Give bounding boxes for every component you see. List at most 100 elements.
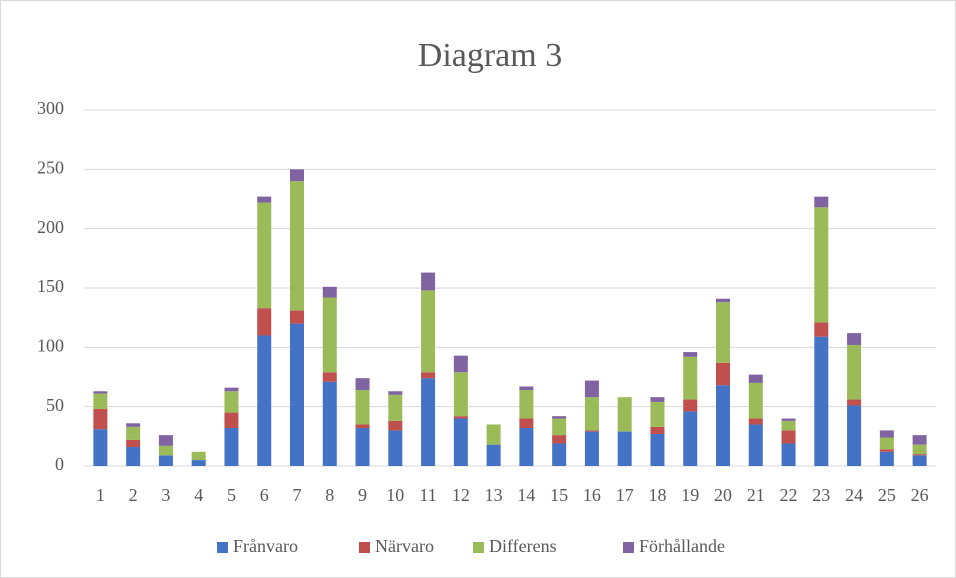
bar-segment xyxy=(290,310,304,324)
bar-segment xyxy=(93,393,108,410)
x-tick-label: 13 xyxy=(485,485,503,505)
bar-segment xyxy=(290,169,304,182)
bar-segment xyxy=(584,380,599,398)
y-tick-label: 200 xyxy=(37,217,64,237)
bar-segment xyxy=(290,181,304,311)
bar-segment xyxy=(421,372,436,379)
legend-swatch xyxy=(623,542,634,553)
bar-segment xyxy=(355,424,370,429)
bar-segment xyxy=(453,416,468,419)
bar-segment xyxy=(453,372,468,417)
bar-segment xyxy=(650,401,665,427)
bar-segment xyxy=(814,196,829,208)
x-tick-label: 10 xyxy=(386,485,404,505)
bar-segment xyxy=(224,391,239,413)
legend-label: Förhållande xyxy=(639,536,725,556)
x-tick-label: 3 xyxy=(161,485,170,505)
bar-segment xyxy=(847,399,862,406)
bar-segment xyxy=(814,322,829,337)
x-tick-label: 5 xyxy=(227,485,236,505)
bar-segment xyxy=(847,405,862,466)
legend-label: Frånvaro xyxy=(233,536,298,556)
bar-segment xyxy=(158,445,173,456)
x-tick-label: 25 xyxy=(878,485,896,505)
bar-segment xyxy=(748,374,763,383)
x-tick-label: 12 xyxy=(452,485,470,505)
x-tick-label: 21 xyxy=(747,485,765,505)
bar-segment xyxy=(781,430,796,444)
bar-segment xyxy=(355,390,370,425)
bar-segment xyxy=(650,426,665,434)
bar-segment xyxy=(584,397,599,431)
bar-segment xyxy=(879,437,894,450)
bar-segment xyxy=(421,378,436,466)
bar-segment xyxy=(322,297,337,373)
bar-segment xyxy=(486,424,501,445)
bar-segment xyxy=(257,196,272,203)
bar-segment xyxy=(716,298,730,303)
y-tick-label: 0 xyxy=(55,454,64,474)
x-tick-label: 9 xyxy=(358,485,367,505)
y-tick-label: 250 xyxy=(37,157,64,177)
x-tick-label: 17 xyxy=(616,485,634,505)
bar-segment xyxy=(126,423,141,427)
bar-segment xyxy=(257,335,272,466)
bar-segment xyxy=(486,444,501,466)
bar-segment xyxy=(781,420,796,431)
y-tick-label: 300 xyxy=(37,98,64,118)
bar-segment xyxy=(453,355,468,373)
x-tick-label: 22 xyxy=(780,485,798,505)
bar-segment xyxy=(584,431,599,466)
bar-segment xyxy=(552,416,567,419)
bar-segment xyxy=(257,202,272,309)
bar-segment xyxy=(879,430,894,438)
bar-segment xyxy=(421,290,436,373)
bar-segment xyxy=(519,390,534,419)
x-tick-label: 16 xyxy=(583,485,601,505)
bar-segment xyxy=(683,352,698,357)
bar-segment xyxy=(126,426,141,440)
bar-segment xyxy=(683,411,698,466)
bar-segment xyxy=(847,344,862,400)
bar-segment xyxy=(650,433,665,466)
bar-segment xyxy=(781,418,796,421)
x-tick-label: 1 xyxy=(96,485,105,505)
x-tick-label: 26 xyxy=(911,485,929,505)
legend-swatch xyxy=(217,542,228,553)
legend-swatch xyxy=(359,542,370,553)
bar-segment xyxy=(191,460,206,466)
bar-segment xyxy=(650,397,665,402)
bar-segment xyxy=(847,333,862,345)
bar-segment xyxy=(814,207,829,323)
bar-segment xyxy=(158,455,173,466)
x-tick-label: 19 xyxy=(681,485,699,505)
bar-segment xyxy=(322,372,337,382)
chart-title: Diagram 3 xyxy=(418,37,562,74)
bar-segment xyxy=(126,447,141,466)
y-tick-label: 50 xyxy=(46,395,64,415)
x-tick-label: 20 xyxy=(714,485,732,505)
bar-segment xyxy=(879,449,894,452)
x-tick-label: 6 xyxy=(260,485,269,505)
bar-segment xyxy=(748,424,763,466)
x-tick-label: 23 xyxy=(812,485,830,505)
bar-segment xyxy=(191,451,206,461)
bar-segment xyxy=(93,429,108,466)
bar-segment xyxy=(93,391,108,394)
x-tick-label: 4 xyxy=(194,485,203,505)
bar-segment xyxy=(355,378,370,391)
x-tick-label: 11 xyxy=(419,485,436,505)
bar-segment xyxy=(519,428,534,466)
bar-segment xyxy=(224,412,239,429)
y-tick-label: 150 xyxy=(37,276,64,296)
x-tick-label: 14 xyxy=(517,485,535,505)
x-tick-label: 7 xyxy=(293,485,302,505)
bar-segment xyxy=(355,428,370,466)
bar-segment xyxy=(814,336,829,466)
bar-segment xyxy=(93,409,108,430)
bar-segment xyxy=(617,431,632,466)
bar-segment xyxy=(617,397,632,432)
bar-segment xyxy=(224,387,239,392)
bar-segment xyxy=(552,443,567,466)
